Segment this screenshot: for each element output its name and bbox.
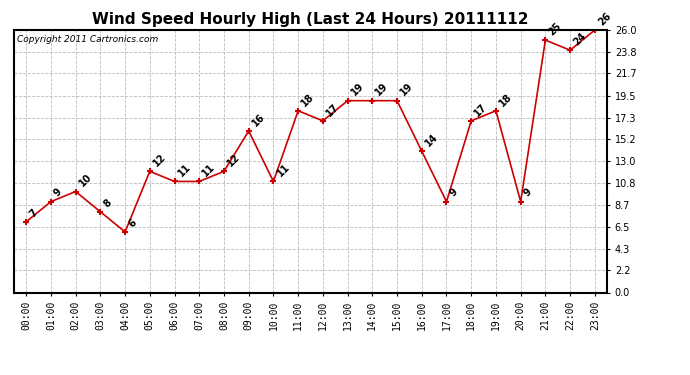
Text: 17: 17	[324, 102, 341, 118]
Text: 9: 9	[52, 187, 64, 199]
Text: 11: 11	[201, 162, 217, 178]
Text: 17: 17	[473, 102, 489, 118]
Text: 8: 8	[101, 197, 114, 209]
Text: Copyright 2011 Cartronics.com: Copyright 2011 Cartronics.com	[17, 35, 158, 44]
Text: 12: 12	[151, 152, 168, 169]
Text: 19: 19	[398, 81, 415, 98]
Title: Wind Speed Hourly High (Last 24 Hours) 20111112: Wind Speed Hourly High (Last 24 Hours) 2…	[92, 12, 529, 27]
Text: 9: 9	[522, 187, 534, 199]
Text: 18: 18	[497, 91, 514, 108]
Text: 7: 7	[28, 207, 39, 219]
Text: 25: 25	[546, 21, 564, 38]
Text: 12: 12	[226, 152, 242, 169]
Text: 18: 18	[299, 91, 316, 108]
Text: 6: 6	[126, 217, 138, 229]
Text: 9: 9	[448, 187, 460, 199]
Text: 16: 16	[250, 112, 267, 128]
Text: 26: 26	[596, 10, 613, 27]
Text: 24: 24	[571, 31, 588, 47]
Text: 14: 14	[423, 132, 440, 148]
Text: 11: 11	[176, 162, 193, 178]
Text: 11: 11	[275, 162, 291, 178]
Text: 19: 19	[349, 81, 366, 98]
Text: 19: 19	[374, 81, 391, 98]
Text: 10: 10	[77, 172, 94, 189]
